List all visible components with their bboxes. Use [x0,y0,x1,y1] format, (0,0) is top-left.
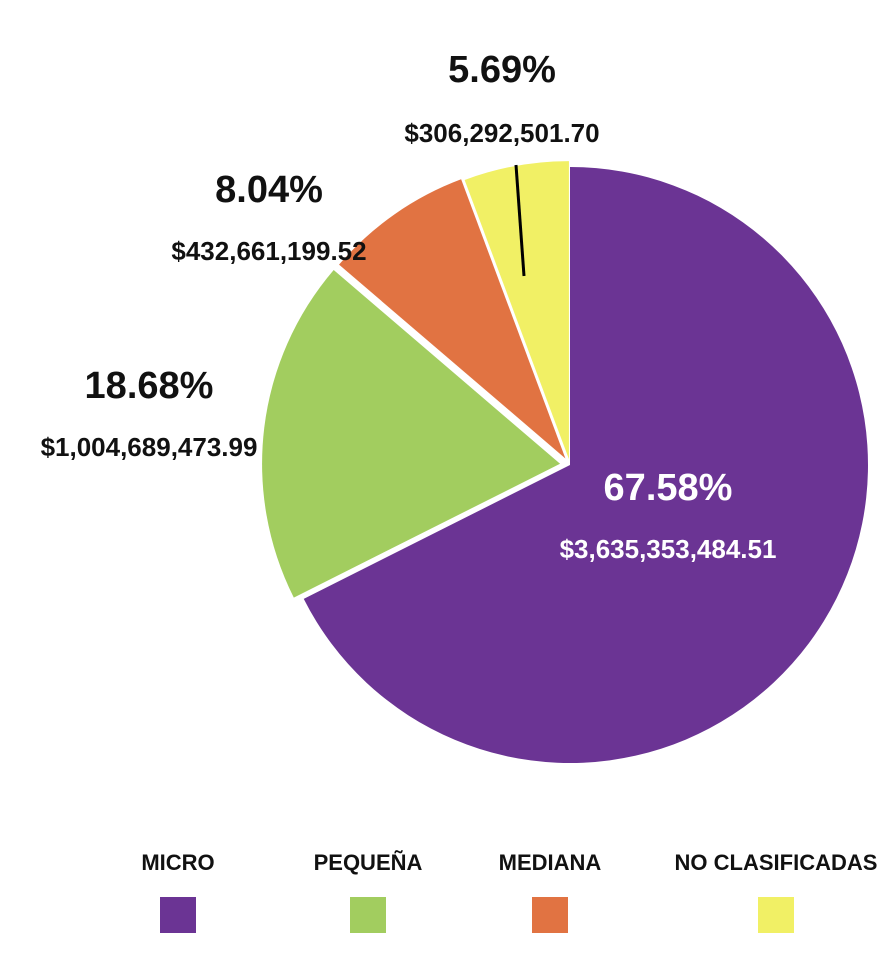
label-pct-no-clasificadas: 5.69% [448,49,556,91]
label-amount-no-clasificadas: $306,292,501.70 [404,118,599,148]
pie-slice-pequena [262,269,561,598]
legend-swatch-no-clasificadas [758,897,794,933]
legend-label-mediana: MEDIANA [499,850,602,875]
pie-slice-micro [303,167,868,763]
leader-line-no-clasificadas [514,164,526,277]
legend-swatch-micro [160,897,196,933]
label-amount-pequena: $1,004,689,473.99 [41,432,258,462]
legend-label-no-clasificadas: NO CLASIFICADAS [675,850,878,875]
legend-label-pequena: PEQUEÑA [314,850,423,875]
pie-slices [262,161,868,763]
label-pct-micro: 67.58% [604,467,733,509]
legend: MICRO PEQUEÑA MEDIANA NO CLASIFICADAS [141,850,877,933]
label-amount-micro: $3,635,353,484.51 [560,534,777,564]
pie-slice-mediana [339,179,566,459]
label-pct-mediana: 8.04% [215,169,323,211]
legend-swatch-mediana [532,897,568,933]
legend-label-micro: MICRO [141,850,214,875]
legend-swatch-pequena [350,897,386,933]
pie-slice-no-clasificadas [464,161,569,460]
label-amount-mediana: $432,661,199.52 [171,236,366,266]
label-pct-pequena: 18.68% [85,365,214,407]
